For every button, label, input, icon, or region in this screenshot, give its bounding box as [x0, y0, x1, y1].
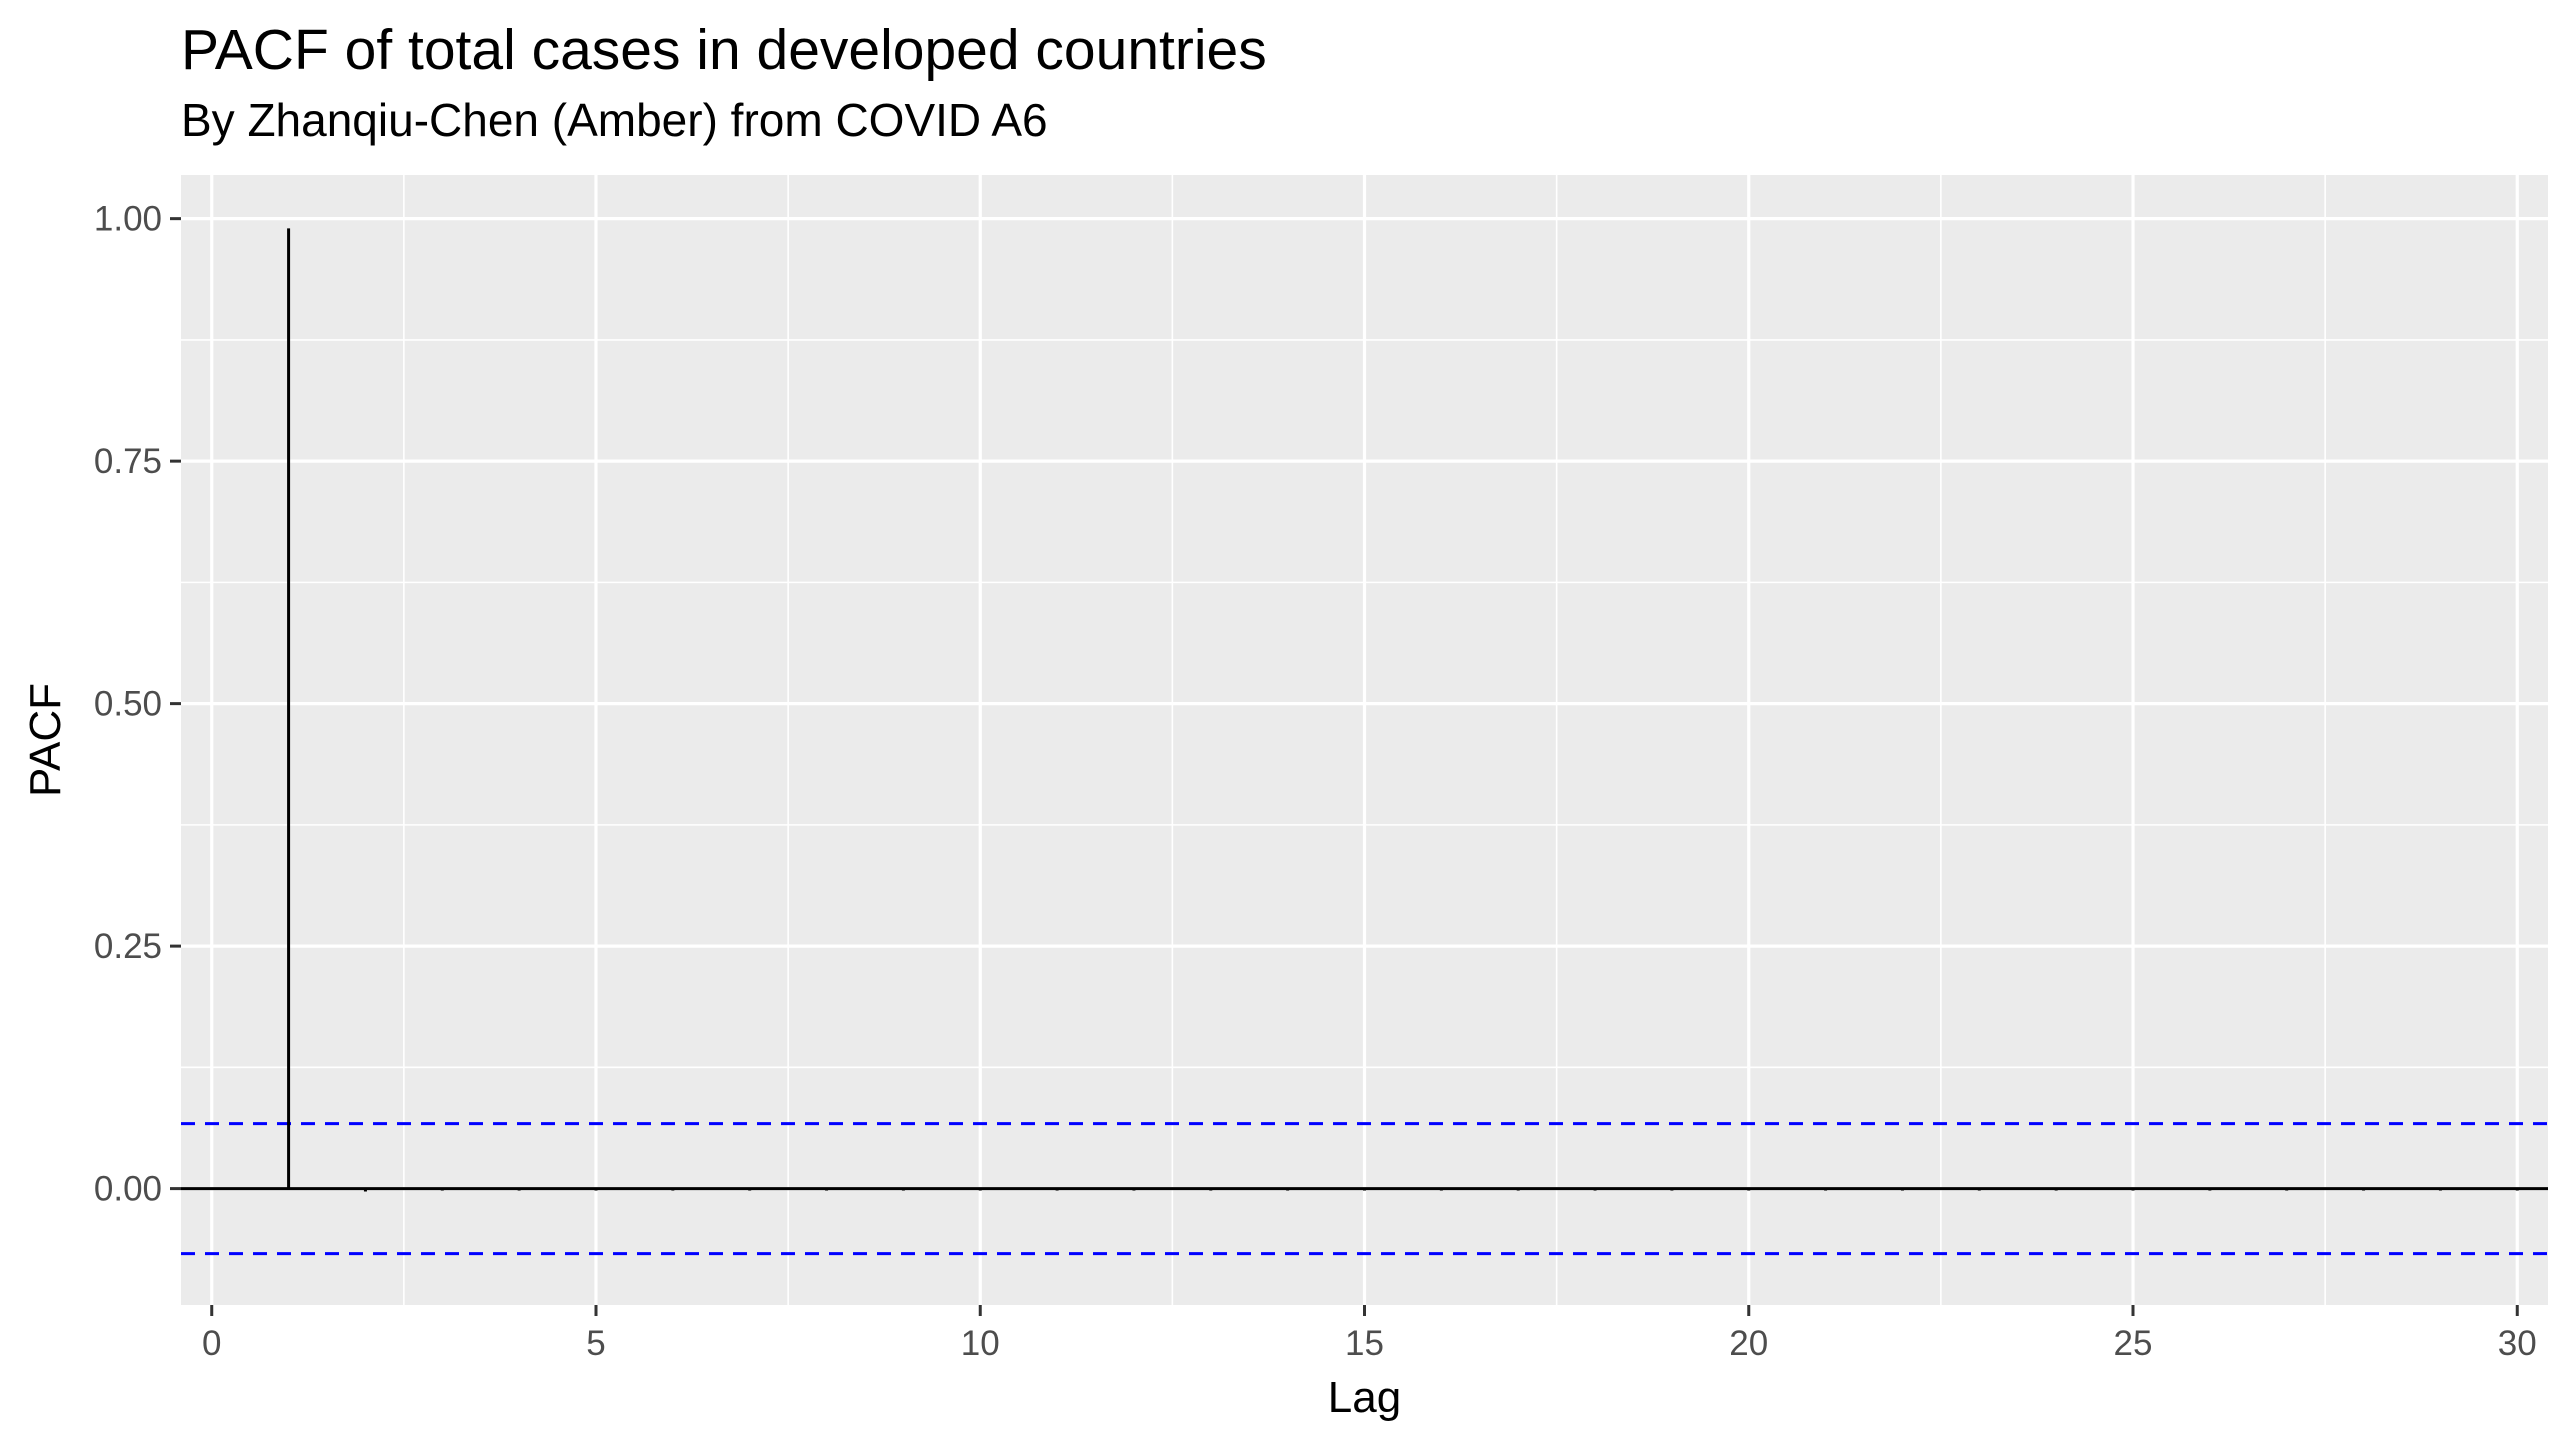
y-tick-label: 0.50 [94, 685, 162, 724]
x-axis-title: Lag [1328, 1373, 1401, 1422]
y-tick-label: 0.00 [94, 1170, 162, 1209]
y-tick-label: 1.00 [94, 200, 162, 239]
y-tick-label: 0.75 [94, 442, 162, 481]
x-tick-label: 10 [961, 1324, 1000, 1363]
chart-title: PACF of total cases in developed countri… [181, 18, 1267, 82]
pacf-bars [287, 228, 2519, 1192]
x-tick-label: 15 [1345, 1324, 1384, 1363]
x-tick-label: 20 [1729, 1324, 1768, 1363]
y-axis-title: PACF [21, 683, 70, 797]
x-tick-label: 25 [2114, 1324, 2153, 1363]
y-tick-label: 0.25 [94, 927, 162, 966]
axes: 0.00 0.25 0.50 0.75 1.00 0 5 10 15 20 25 30 [94, 200, 2537, 1363]
x-tick-label: 5 [586, 1324, 605, 1363]
x-tick-label: 30 [2498, 1324, 2537, 1363]
chart-subtitle: By Zhanqiu-Chen (Amber) from COVID A6 [181, 94, 1048, 146]
x-tick-label: 0 [202, 1324, 221, 1363]
confidence-bounds [181, 1122, 2548, 1256]
